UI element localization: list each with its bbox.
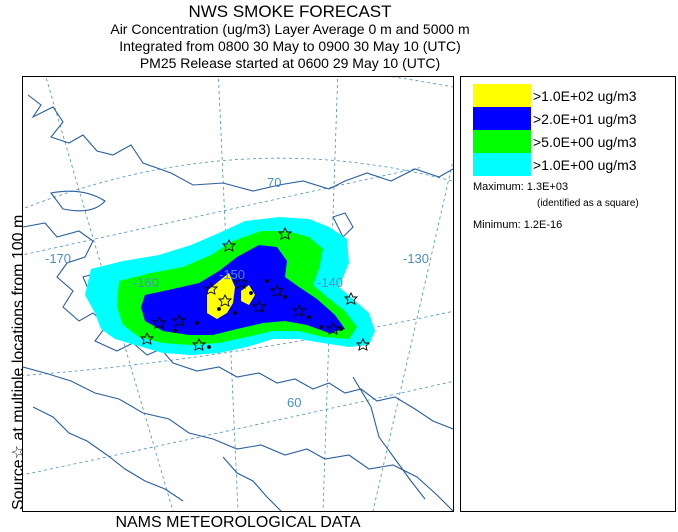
legend-item: >2.0E+01 ug/m3 [473, 107, 637, 130]
source-star [221, 238, 237, 252]
source-star [251, 299, 267, 313]
source-dot [307, 315, 311, 319]
maximum-value: Maximum: 1.3E+03 [473, 181, 569, 193]
source-star [217, 293, 233, 307]
source-star [291, 303, 307, 317]
legend-label: >2.0E+01 ug/m3 [533, 110, 637, 127]
source-star [343, 291, 359, 305]
source-dot [283, 295, 287, 299]
latitude-label-60: 60 [287, 395, 301, 410]
island [50, 190, 106, 212]
source-star [139, 331, 155, 345]
latitude-label-70: 70 [267, 175, 281, 190]
legend-panel: >1.0E+02 ug/m3 >2.0E+01 ug/m3 >5.0E+00 u… [460, 76, 676, 512]
graticule-labels: -170 -160 -150 -140 -130 70 60 [45, 175, 429, 410]
meridian-neg-160 [45, 77, 174, 511]
legend-swatch-yellow [473, 84, 531, 107]
source-dot [173, 329, 177, 333]
source-star [277, 226, 293, 240]
latitude-line-70 [23, 157, 453, 210]
title-block: NWS SMOKE FORECAST Air Concentration (ug… [0, 0, 580, 72]
legend-item: >1.0E+02 ug/m3 [473, 84, 637, 107]
source-markers [139, 226, 371, 351]
title-concentration: Air Concentration (ug/m3) Layer Average … [110, 21, 470, 37]
title-release-start: PM25 Release started at 0600 29 May 10 (… [139, 55, 441, 71]
legend-item: >1.0E+00 ug/m3 [473, 153, 637, 176]
longitude-label-neg-140: -140 [317, 275, 343, 290]
maximum-note: (identified as a square) [537, 198, 639, 209]
source-star [269, 283, 285, 297]
source-dot [265, 279, 269, 283]
legend-swatch-cyan [473, 153, 531, 176]
longitude-label-neg-150: -150 [219, 267, 245, 282]
meteorological-data-label: NAMS METEOROLOGICAL DATA [115, 514, 361, 531]
source-dot [233, 311, 237, 315]
legend-item: >5.0E+00 ug/m3 [473, 130, 637, 153]
smoke-map: -170 -160 -150 -140 -130 70 60 [22, 76, 454, 512]
longitude-label-neg-130: -130 [403, 251, 429, 266]
west-coast [23, 222, 453, 430]
source-dot [339, 327, 343, 331]
longitude-label-neg-170: -170 [45, 251, 71, 266]
source-star [191, 337, 207, 351]
source-clusters [173, 279, 343, 349]
meridian-neg-170 [23, 166, 424, 256]
source-star [171, 313, 187, 327]
source-star [325, 321, 341, 335]
source-star [233, 275, 249, 289]
source-dot [207, 345, 211, 349]
latitude-line-75 [390, 77, 453, 88]
legend-swatch-blue [473, 107, 531, 130]
kenai-coast [222, 456, 282, 511]
south-coast [23, 366, 453, 511]
yellow-contour [207, 273, 235, 319]
legend-label: >5.0E+00 ug/m3 [533, 133, 637, 150]
source-dot [319, 325, 323, 329]
island [332, 212, 354, 238]
legend-swatch-green [473, 130, 531, 153]
latitude-line-60 [23, 381, 453, 476]
source-star [151, 315, 167, 329]
arctic-coast [27, 94, 453, 192]
minimum-value: Minimum: 1.2E-16 [473, 219, 563, 231]
page-title: NWS SMOKE FORECAST [188, 2, 392, 21]
alaska-peninsula [32, 406, 184, 502]
meridian-neg-130 [372, 158, 453, 511]
map-canvas: -170 -160 -150 -140 -130 70 60 [23, 77, 453, 511]
yellow-contour [241, 285, 255, 305]
source-dot [217, 307, 221, 311]
title-integration-period: Integrated from 0800 30 May to 0900 30 M… [119, 38, 461, 54]
source-star [355, 337, 371, 351]
legend-label: >1.0E+00 ug/m3 [533, 156, 637, 173]
panhandle-coast [352, 376, 426, 500]
source-dot [249, 291, 253, 295]
source-dot [195, 321, 199, 325]
longitude-label-neg-160: -160 [133, 275, 159, 290]
legend-label: >1.0E+02 ug/m3 [533, 87, 637, 104]
source-star [203, 281, 219, 295]
latitude-line-65 [23, 310, 453, 376]
